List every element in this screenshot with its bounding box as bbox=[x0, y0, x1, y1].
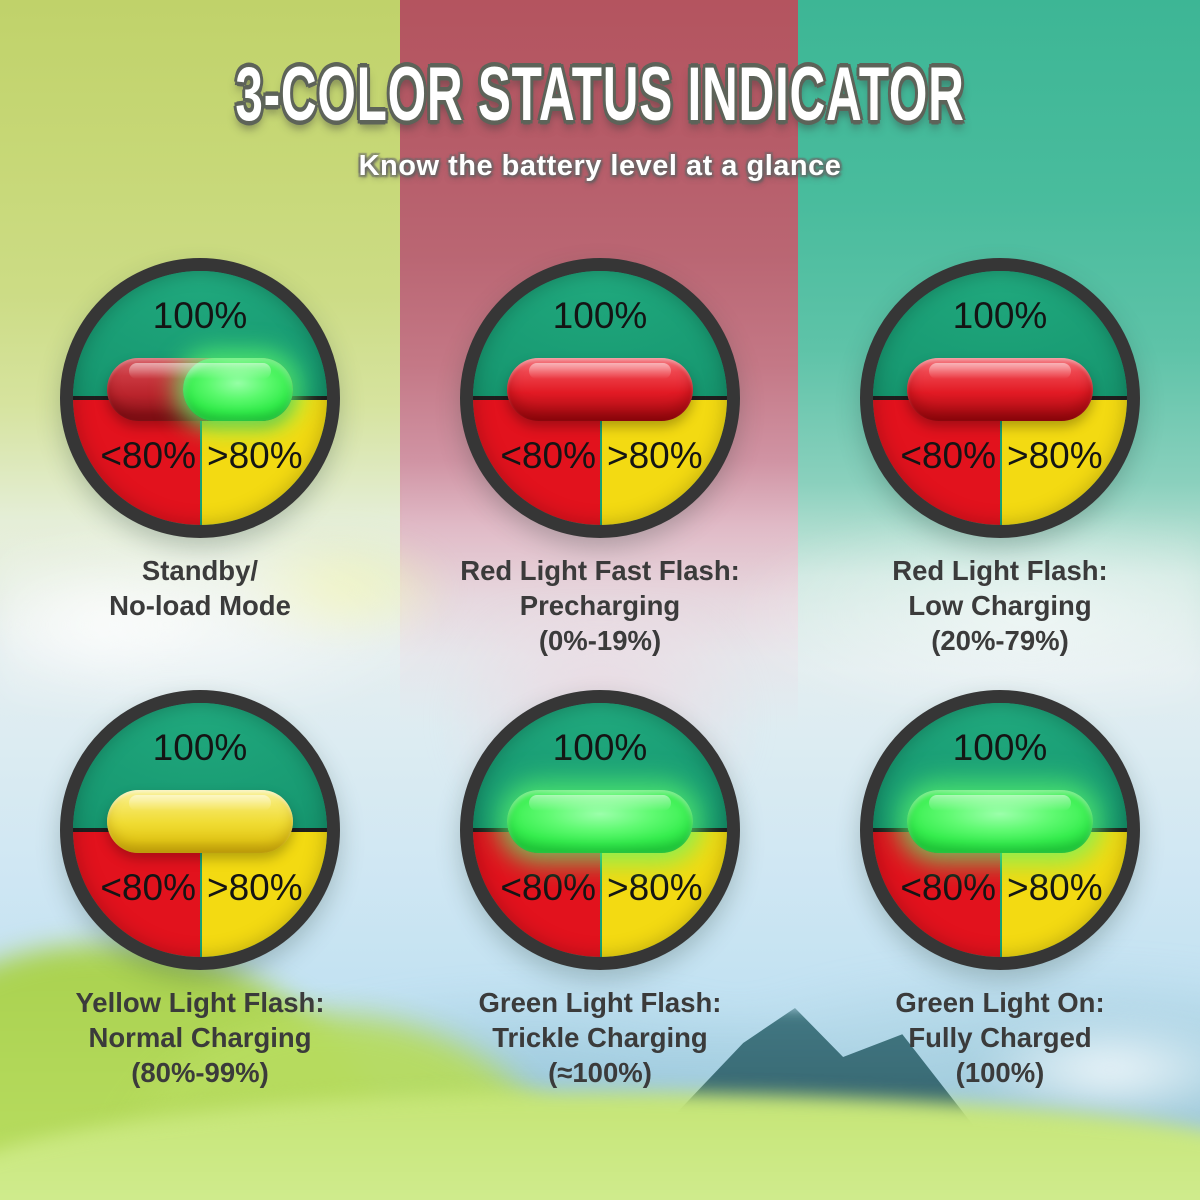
indicator-caption: Standby/ No-load Mode bbox=[109, 555, 291, 621]
dial-label-100: 100% bbox=[552, 727, 648, 768]
indicator-card-fully-charged: 100% <80% >80% Green Light On: Fully Cha… bbox=[800, 690, 1200, 1122]
indicator-card-precharging: 100% <80% >80% Red Light Fast Flash: Pre… bbox=[400, 258, 800, 690]
battery-dial: 100% <80% >80% bbox=[460, 690, 740, 970]
dial-label-100: 100% bbox=[152, 295, 248, 336]
dial-label-below-80: <80% bbox=[500, 435, 596, 476]
status-pill bbox=[507, 790, 693, 853]
indicator-caption: Green Light On: Fully Charged (100%) bbox=[895, 987, 1105, 1088]
header: 3-COLOR STATUS INDICATOR Know the batter… bbox=[0, 0, 1200, 183]
dial-label-above-80: >80% bbox=[207, 435, 303, 476]
status-pill bbox=[507, 358, 693, 421]
status-pill bbox=[107, 358, 293, 421]
page-subtitle: Know the battery level at a glance bbox=[358, 150, 842, 182]
dial-label-below-80: <80% bbox=[900, 435, 996, 476]
battery-dial: 100% <80% >80% bbox=[60, 690, 340, 970]
indicator-card-normal-charging: 100% <80% >80% Yellow Light Flash: Norma… bbox=[0, 690, 400, 1122]
dial-label-below-80: <80% bbox=[100, 867, 196, 908]
status-pill bbox=[907, 790, 1093, 853]
indicator-caption: Red Light Fast Flash: Precharging (0%-19… bbox=[460, 555, 740, 656]
dial-label-above-80: >80% bbox=[1007, 867, 1103, 908]
indicator-card-low-charging: 100% <80% >80% Red Light Flash: Low Char… bbox=[800, 258, 1200, 690]
indicator-caption: Green Light Flash: Trickle Charging (≈10… bbox=[478, 987, 722, 1088]
dial-label-100: 100% bbox=[552, 295, 648, 336]
status-pill bbox=[107, 790, 293, 853]
indicator-card-standby: 100% <80% >80% Standby/ No-load Mode bbox=[0, 258, 400, 690]
dial-label-above-80: >80% bbox=[207, 867, 303, 908]
indicator-grid: 100% <80% >80% Standby/ No-load Mode 100… bbox=[0, 258, 1200, 1122]
battery-dial: 100% <80% >80% bbox=[60, 258, 340, 538]
dial-label-below-80: <80% bbox=[900, 867, 996, 908]
dial-label-below-80: <80% bbox=[100, 435, 196, 476]
dial-label-100: 100% bbox=[952, 295, 1048, 336]
page-title: 3-COLOR STATUS INDICATOR bbox=[235, 50, 965, 136]
indicator-card-trickle-charging: 100% <80% >80% Green Light Flash: Trickl… bbox=[400, 690, 800, 1122]
dial-label-100: 100% bbox=[952, 727, 1048, 768]
dial-label-above-80: >80% bbox=[607, 867, 703, 908]
dial-label-above-80: >80% bbox=[607, 435, 703, 476]
dial-label-above-80: >80% bbox=[1007, 435, 1103, 476]
dial-label-below-80: <80% bbox=[500, 867, 596, 908]
pill-green-segment bbox=[183, 358, 293, 421]
indicator-caption: Yellow Light Flash: Normal Charging (80%… bbox=[75, 987, 325, 1088]
battery-dial: 100% <80% >80% bbox=[460, 258, 740, 538]
indicator-caption: Red Light Flash: Low Charging (20%-79%) bbox=[892, 555, 1108, 656]
dial-label-100: 100% bbox=[152, 727, 248, 768]
battery-dial: 100% <80% >80% bbox=[860, 258, 1140, 538]
battery-dial: 100% <80% >80% bbox=[860, 690, 1140, 970]
status-pill bbox=[907, 358, 1093, 421]
